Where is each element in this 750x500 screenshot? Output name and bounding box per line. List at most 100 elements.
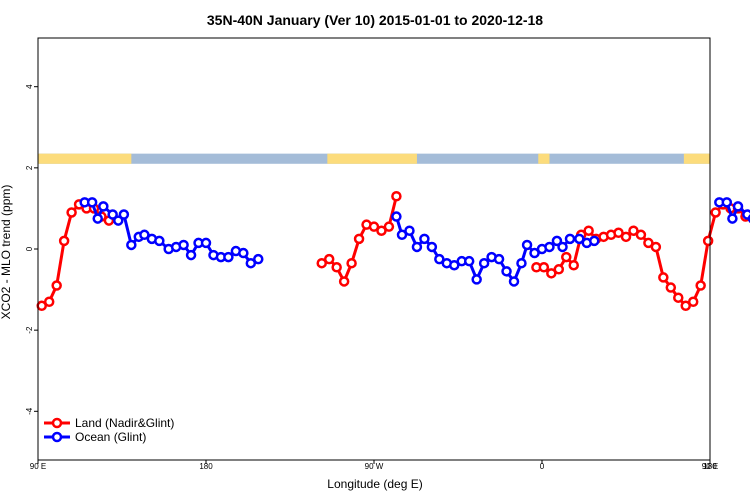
- data-point: [245, 257, 257, 269]
- data-point: [508, 276, 520, 287]
- data-point: [463, 255, 475, 267]
- data-point: [561, 251, 572, 263]
- data-point: [223, 251, 234, 263]
- data-point: [589, 235, 600, 247]
- data-point: [643, 237, 654, 249]
- data-point: [98, 201, 109, 212]
- data-point: [613, 227, 624, 239]
- data-point: [391, 211, 402, 222]
- data-point: [449, 259, 460, 271]
- data-point: [710, 207, 721, 218]
- data-point: [338, 276, 350, 287]
- data-point: [323, 253, 335, 265]
- y-tick-label: -2: [25, 326, 34, 334]
- data-series: [36, 191, 750, 312]
- land-band: [38, 153, 132, 164]
- land-band: [538, 153, 550, 164]
- data-point: [727, 213, 738, 224]
- x-tick-label: 180: [199, 462, 213, 471]
- data-point: [538, 262, 550, 273]
- y-tick-label: 4: [25, 84, 34, 89]
- data-point: [583, 225, 594, 236]
- data-point: [346, 257, 357, 269]
- data-point: [721, 197, 733, 208]
- y-tick-label: -4: [25, 407, 34, 415]
- data-point: [551, 235, 563, 247]
- data-point: [620, 231, 632, 243]
- land-ocean-strip: [38, 153, 710, 164]
- data-point: [557, 241, 568, 253]
- data-point: [383, 221, 395, 232]
- data-point: [139, 229, 150, 241]
- data-point: [521, 239, 533, 251]
- y-tick-label: 2: [25, 165, 34, 170]
- data-point: [154, 235, 165, 247]
- data-point: [86, 197, 98, 208]
- data-point: [376, 225, 387, 236]
- data-point: [516, 257, 527, 269]
- y-axis-label: XCO2 - MLO trend (ppm): [0, 185, 13, 320]
- data-point: [434, 253, 445, 265]
- data-point: [695, 280, 706, 291]
- x-axis-label: Longitude (deg E): [327, 477, 422, 491]
- data-point: [411, 241, 423, 253]
- data-point: [732, 201, 744, 212]
- data-point: [635, 229, 647, 241]
- data-point: [680, 300, 691, 312]
- data-point: [58, 235, 70, 247]
- data-point: [51, 280, 62, 291]
- x-tick-label: 0: [540, 462, 545, 471]
- data-point: [404, 225, 415, 236]
- data-point: [368, 221, 380, 232]
- data-point: [396, 229, 408, 241]
- series-line: [40, 202, 110, 308]
- data-point: [650, 241, 662, 253]
- plot-frame: [37, 37, 711, 461]
- data-point: [471, 274, 482, 285]
- data-point: [564, 233, 576, 245]
- data-point: [544, 241, 555, 253]
- x-tick-label: 90 E: [30, 462, 46, 471]
- legend-marker: [51, 431, 63, 443]
- data-point: [253, 253, 264, 265]
- data-point: [200, 237, 212, 249]
- data-point: [665, 282, 677, 293]
- land-band: [327, 153, 417, 164]
- data-point: [658, 272, 669, 283]
- data-point: [493, 253, 505, 265]
- x-tick-label: 180: [703, 462, 717, 471]
- data-point: [316, 257, 327, 269]
- x-tick-label: 90 W: [365, 462, 384, 471]
- legend-label: Ocean (Glint): [75, 430, 146, 444]
- data-point: [43, 296, 55, 307]
- data-point: [553, 264, 565, 275]
- data-point: [113, 215, 124, 226]
- data-point: [546, 268, 557, 279]
- data-point: [178, 239, 189, 251]
- data-point: [673, 292, 684, 303]
- legend-marker: [51, 417, 63, 429]
- legend: Land (Nadir&Glint)Ocean (Glint): [44, 416, 174, 444]
- data-point: [107, 209, 118, 220]
- data-point: [353, 233, 365, 245]
- data-point: [185, 249, 197, 261]
- data-point: [501, 266, 512, 277]
- data-point: [529, 247, 540, 259]
- data-point: [628, 225, 639, 236]
- data-point: [687, 296, 699, 307]
- data-point: [118, 209, 130, 220]
- series-1: [36, 191, 750, 312]
- legend-label: Land (Nadir&Glint): [75, 416, 174, 430]
- land-band: [683, 153, 710, 164]
- series-2: [79, 197, 750, 287]
- x-tick-label: 90 E: [702, 462, 718, 471]
- data-point: [126, 239, 137, 251]
- data-point: [702, 235, 714, 247]
- data-point: [568, 259, 579, 271]
- chart-title: 35N-40N January (Ver 10) 2015-01-01 to 2…: [207, 12, 543, 28]
- data-point: [66, 207, 77, 218]
- data-point: [426, 241, 438, 253]
- data-point: [391, 191, 402, 202]
